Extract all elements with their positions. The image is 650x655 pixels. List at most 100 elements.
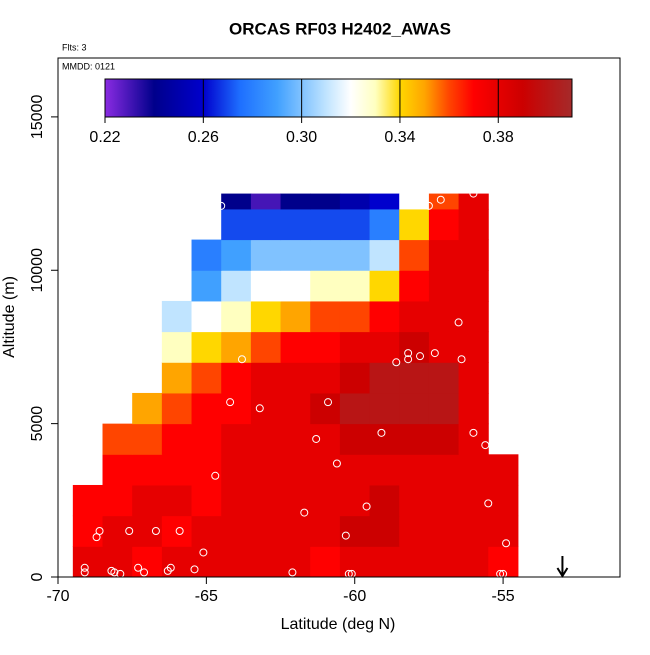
heat-cell xyxy=(310,546,341,578)
heat-cell xyxy=(369,362,400,394)
heat-cell xyxy=(458,546,489,578)
heat-cell xyxy=(221,423,252,455)
heat-cell xyxy=(250,454,282,486)
heat-cell xyxy=(428,300,460,333)
heat-cell xyxy=(221,208,252,241)
heat-cell xyxy=(221,300,252,333)
subtitle: Flts: 3 xyxy=(62,42,87,52)
x-tick-label: -65 xyxy=(195,588,218,605)
heat-cell xyxy=(221,270,252,302)
heat-cell xyxy=(399,208,430,241)
heat-cell xyxy=(399,300,430,333)
sample-point xyxy=(392,358,401,367)
sample-point xyxy=(217,201,226,210)
heat-cell xyxy=(339,484,371,517)
heat-cell xyxy=(250,300,282,333)
heat-cell xyxy=(161,362,193,394)
heat-cell xyxy=(339,331,371,363)
y-tick-label: 15000 xyxy=(29,95,46,140)
heat-cell xyxy=(250,484,282,517)
heat-cell xyxy=(72,515,104,547)
heat-cell xyxy=(458,392,489,425)
heat-cell xyxy=(221,454,252,486)
heat-cell xyxy=(369,270,400,302)
heat-cell xyxy=(161,300,193,333)
heat-cell xyxy=(458,208,489,241)
heat-cell xyxy=(339,208,371,241)
heat-cell xyxy=(280,515,311,547)
heat-cell xyxy=(310,193,341,210)
heat-cell xyxy=(191,484,222,517)
sample-point xyxy=(92,533,101,542)
heat-cell xyxy=(428,362,460,394)
heat-cell xyxy=(339,454,371,486)
heat-cell xyxy=(488,515,519,547)
heat-cell xyxy=(369,423,400,455)
heat-cell xyxy=(428,239,460,271)
y-axis-title: Altitude (m) xyxy=(1,276,18,358)
heat-cell xyxy=(102,423,133,455)
sample-point xyxy=(324,398,333,407)
heat-cell xyxy=(369,239,400,271)
sample-point xyxy=(288,568,297,577)
y-tick-label: 10000 xyxy=(29,248,46,293)
heat-cell xyxy=(488,454,519,486)
y-tick-label: 5000 xyxy=(29,406,46,442)
heat-cell xyxy=(458,362,489,394)
heat-cell xyxy=(399,362,430,394)
sample-point xyxy=(151,526,160,535)
marker-arrow xyxy=(556,556,569,578)
heat-cell xyxy=(339,239,371,271)
sample-point xyxy=(430,349,439,358)
heat-cell xyxy=(132,454,163,486)
heat-cell xyxy=(280,454,311,486)
heat-cell xyxy=(132,392,163,425)
sample-point xyxy=(166,563,175,572)
heat-cell xyxy=(221,362,252,394)
heat-cell xyxy=(161,515,193,547)
heat-cell xyxy=(369,546,400,578)
heat-cell xyxy=(102,454,133,486)
heat-cell xyxy=(488,484,519,517)
sample-point xyxy=(457,355,466,364)
heat-cell xyxy=(250,193,282,210)
heat-cell xyxy=(280,239,311,271)
sample-point xyxy=(237,355,246,364)
colorbar xyxy=(104,78,573,118)
heat-cell xyxy=(191,331,222,363)
sample-point xyxy=(502,539,511,548)
heat-cell xyxy=(428,423,460,455)
sample-point xyxy=(226,398,235,407)
heat-cell xyxy=(310,392,341,425)
heat-cell xyxy=(250,331,282,363)
colorbar-tick-label: 0.34 xyxy=(384,129,415,146)
heat-cell xyxy=(191,515,222,547)
sample-point xyxy=(80,568,89,577)
heat-cell xyxy=(458,515,489,547)
heat-cell xyxy=(399,484,430,517)
heat-cell xyxy=(339,300,371,333)
heat-cell xyxy=(310,239,341,271)
sample-point xyxy=(454,318,463,327)
sample-point xyxy=(125,526,134,535)
heat-cell xyxy=(191,454,222,486)
colorbar-tick-label: 0.38 xyxy=(483,129,514,146)
heat-cell xyxy=(458,484,489,517)
heat-cell xyxy=(458,423,489,455)
heat-cell xyxy=(310,423,341,455)
heat-cell xyxy=(221,484,252,517)
sample-point xyxy=(134,563,143,572)
heat-cell xyxy=(339,392,371,425)
heat-cell xyxy=(428,208,460,241)
sample-point xyxy=(211,471,220,480)
heat-cell xyxy=(221,331,252,363)
sample-point xyxy=(377,428,386,437)
heat-cell xyxy=(369,208,400,241)
heat-cell xyxy=(310,208,341,241)
sample-point xyxy=(469,189,478,198)
sample-point xyxy=(312,434,321,443)
heat-cell xyxy=(399,331,430,363)
colorbar-tick-label: 0.22 xyxy=(89,129,120,146)
heat-cell xyxy=(280,484,311,517)
heat-cell xyxy=(369,193,400,210)
